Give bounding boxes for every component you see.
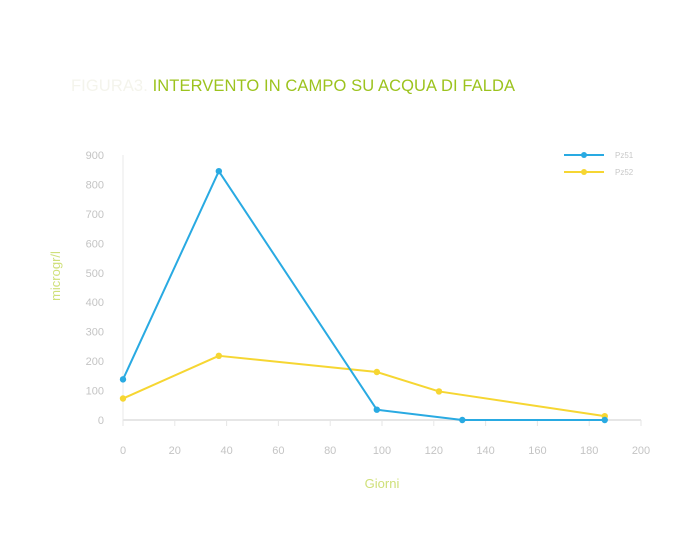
x-tick-label: 20 (169, 445, 181, 457)
y-tick-label: 600 (86, 238, 104, 250)
figure-number: FIGURA3. (71, 77, 148, 95)
x-tick-label: 80 (324, 445, 336, 457)
x-axis-ticks: 0 20 40 60 80 100 120 140 160 180 200 (120, 420, 650, 457)
y-tick-label: 400 (86, 297, 104, 309)
legend: Pz51 Pz52 (564, 151, 634, 177)
data-point-pz51 (459, 416, 466, 424)
y-tick-label: 100 (86, 386, 104, 398)
y-axis-ticks: 0 100 200 300 400 500 600 700 800 900 (86, 150, 104, 427)
figure-title: INTERVENTO IN CAMPO SU ACQUA DI FALDA (152, 77, 516, 95)
y-tick-label: 200 (86, 356, 104, 368)
y-axis-label: microgr/l (48, 251, 63, 301)
x-tick-label: 160 (528, 445, 546, 457)
x-tick-label: 60 (272, 445, 284, 457)
data-point-pz52 (373, 368, 381, 376)
data-point-pz52 (215, 352, 223, 360)
series-line-pz51 (122, 170, 605, 421)
data-point-pz51 (601, 416, 608, 424)
x-tick-label: 180 (580, 445, 598, 457)
chart-title: FIGURA3. INTERVENTO IN CAMPO SU ACQUA DI… (71, 77, 515, 96)
x-tick-label: 100 (373, 445, 391, 457)
data-point-pz51 (119, 376, 127, 383)
y-tick-label: 800 (86, 179, 104, 191)
series-layer (119, 167, 608, 424)
legend-label-pz51: Pz51 (615, 151, 634, 160)
y-tick-label: 900 (86, 150, 104, 162)
data-point-pz51 (373, 406, 381, 413)
series-line-pz52 (122, 354, 605, 418)
y-tick-label: 0 (98, 415, 104, 427)
x-tick-label: 140 (476, 445, 494, 457)
y-tick-label: 500 (86, 268, 104, 280)
legend-marker-pz51 (581, 152, 587, 158)
legend-label-pz52: Pz52 (615, 168, 634, 177)
x-tick-label: 200 (632, 445, 650, 457)
y-tick-label: 300 (86, 327, 104, 339)
y-tick-label: 700 (86, 209, 104, 221)
x-tick-label: 40 (220, 445, 232, 457)
x-tick-label: 120 (425, 445, 443, 457)
data-point-pz51 (215, 167, 223, 175)
data-point-pz52 (435, 388, 443, 395)
legend-marker-pz52 (581, 169, 587, 175)
data-point-pz52 (119, 395, 127, 402)
x-axis-label: Giorni (365, 476, 400, 491)
x-tick-label: 0 (120, 445, 126, 457)
